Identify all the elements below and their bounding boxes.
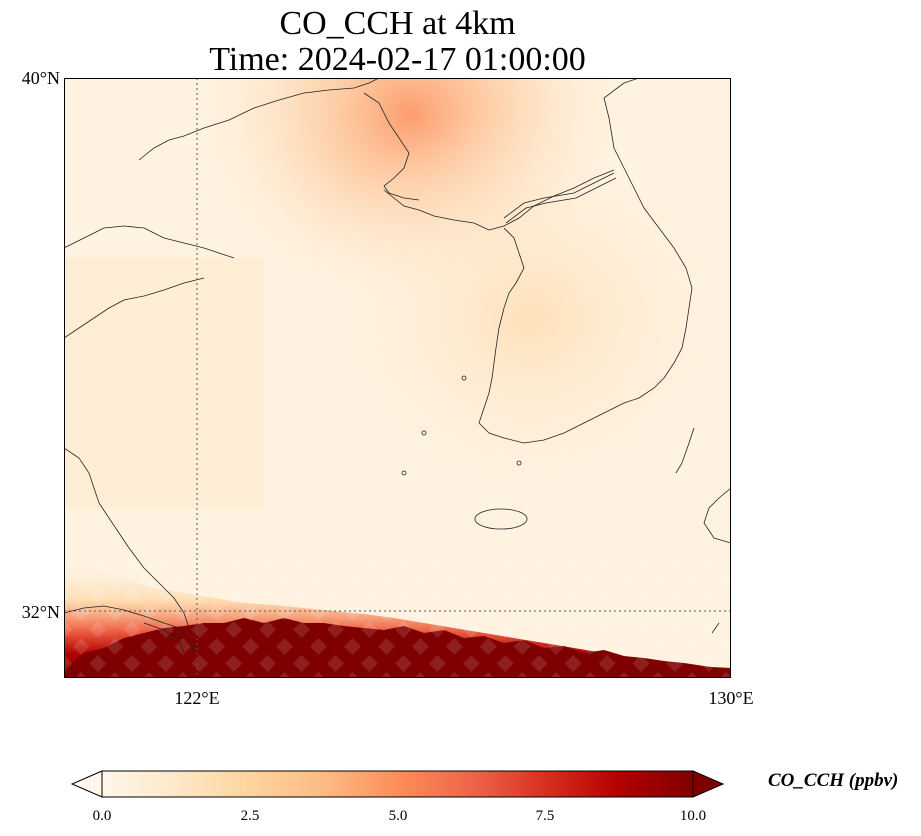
colorbar-tick-2: 5.0 xyxy=(388,808,408,824)
lat-tick-32n: 32°N xyxy=(21,602,60,622)
map-panel xyxy=(64,78,731,678)
diamond-texture xyxy=(64,558,731,678)
map-frame xyxy=(64,78,731,678)
colorbar-extend-max xyxy=(692,770,725,798)
lon-tick-122e: 122°E xyxy=(174,688,220,708)
lon-tick-130e: 130°E xyxy=(708,688,754,708)
colorbar xyxy=(70,770,725,798)
lat-tick-40n: 40°N xyxy=(21,68,60,88)
coastlines xyxy=(64,78,731,654)
colorbar-gradient xyxy=(101,770,694,798)
colorbar-label: CO_CCH (ppbv) xyxy=(768,770,899,791)
map-subtitle: Time: 2024-02-17 01:00:00 xyxy=(209,41,586,78)
colorbar-tick-0: 0.0 xyxy=(92,808,112,824)
colorbar-tick-3: 7.5 xyxy=(535,808,555,824)
map-title: CO_CCH at 4km xyxy=(279,5,516,42)
colorbar-extend-min xyxy=(70,770,103,798)
plume-west xyxy=(64,258,264,508)
colorbar-tick-4: 10.0 xyxy=(679,808,707,824)
colorbar-tick-1: 2.5 xyxy=(240,808,260,824)
